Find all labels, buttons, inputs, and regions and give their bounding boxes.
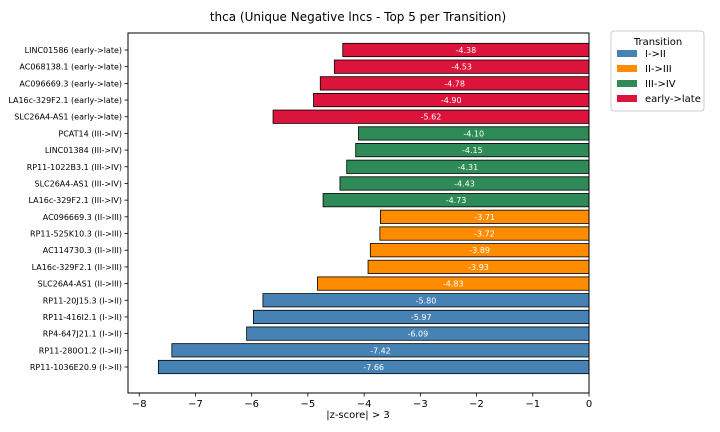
- category-label: RP11-525K10.3 (II->III): [30, 230, 122, 239]
- x-tick-label: −6: [244, 399, 259, 410]
- legend-swatch: [617, 65, 637, 72]
- category-label: LA16c-329F2.1 (III->IV): [29, 196, 122, 205]
- bar-value-label: -3.71: [474, 213, 495, 222]
- legend-swatch: [617, 50, 637, 57]
- x-axis: −8 −7 −6 −5 −4 −3 −2 −1 0: [132, 393, 592, 410]
- category-label: LA16c-329F2.1 (early->late): [8, 96, 122, 105]
- category-label: AC114730.3 (II->III): [43, 246, 122, 255]
- bar-value-label: -3.93: [468, 263, 489, 272]
- bar-value-label: -4.15: [462, 146, 483, 155]
- bars-layer: [157, 42, 590, 375]
- x-tick-label: −4: [357, 399, 372, 410]
- bar-value-label: -4.43: [454, 179, 475, 188]
- legend-swatch: [617, 95, 637, 102]
- bar-value-label: -4.73: [446, 196, 467, 205]
- category-label: LINC01384 (III->IV): [45, 146, 122, 155]
- category-label: SLC26A4-AS1 (early->late): [14, 113, 122, 122]
- legend-label: I->II: [645, 49, 666, 60]
- category-label: LA16c-329F2.1 (II->III): [32, 263, 122, 272]
- category-label: RP4-647J21.1 (I->II): [43, 330, 122, 339]
- category-label: PCAT14 (III->IV): [58, 129, 122, 138]
- x-tick-label: 0: [586, 399, 592, 410]
- x-tick-label: −8: [132, 399, 147, 410]
- legend-title: Transition: [633, 37, 682, 48]
- category-label: SLC26A4-AS1 (II->III): [38, 280, 122, 289]
- x-tick-label: −1: [525, 399, 540, 410]
- x-axis-title: |z-score| > 3: [326, 410, 390, 421]
- chart-title: thca (Unique Negative lncs - Top 5 per T…: [210, 10, 506, 24]
- legend-entries: I->II II->III III->IV early->late: [617, 49, 701, 105]
- x-tick-label: −7: [188, 399, 203, 410]
- bar-value-label: -4.10: [463, 129, 484, 138]
- bar-value-label: -6.09: [407, 330, 428, 339]
- category-label: SLC26A4-AS1 (III->IV): [35, 179, 123, 188]
- category-label: LINC01586 (early->late): [25, 46, 122, 55]
- bar-value-label: -5.80: [416, 296, 437, 305]
- value-labels: -4.38 -4.53 -4.78 -4.90 -5.62 -4.10 -4.15 -4.31…: [363, 46, 495, 372]
- bar-value-label: -3.89: [469, 246, 490, 255]
- bar-value-label: -4.78: [444, 79, 465, 88]
- legend-swatch: [617, 80, 637, 87]
- category-label: RP11-20J15.3 (I->II): [43, 296, 122, 305]
- bar-value-label: -7.42: [370, 346, 391, 355]
- bar-value-label: -4.38: [456, 46, 477, 55]
- bar-value-label: -5.97: [411, 313, 432, 322]
- category-label: AC096669.3 (II->III): [43, 213, 122, 222]
- bar-value-label: -4.83: [443, 280, 464, 289]
- legend-label: early->late: [645, 94, 701, 105]
- legend: Transition I->II II->III III->IV early->lat…: [610, 30, 705, 112]
- category-label: AC068138.1 (early->late): [19, 63, 122, 72]
- category-label: RP11-280O1.2 (I->II): [39, 346, 122, 355]
- category-label: RP11-1036E20.9 (I->II): [30, 363, 122, 372]
- bar-value-label: -5.62: [421, 113, 442, 122]
- bar-value-label: -4.31: [457, 163, 478, 172]
- legend-label: II->III: [645, 64, 672, 75]
- plot-frame: [127, 32, 590, 394]
- x-tick-label: −2: [469, 399, 484, 410]
- bar-value-label: -3.72: [474, 230, 495, 239]
- bar-value-label: -7.66: [363, 363, 384, 372]
- category-label: RP11-416I2.1 (I->II): [43, 313, 122, 322]
- x-tick-label: −3: [413, 399, 428, 410]
- legend-label: III->IV: [645, 79, 676, 90]
- bar-value-label: -4.90: [441, 96, 462, 105]
- x-tick-label: −5: [301, 399, 316, 410]
- category-label: RP11-1022B3.1 (III->IV): [27, 163, 122, 172]
- bar-value-label: -4.53: [451, 63, 472, 72]
- category-label: AC096669.3 (early->late): [19, 79, 122, 88]
- category-labels: LINC01586 (early->late) AC068138.1 (early…: [8, 46, 128, 372]
